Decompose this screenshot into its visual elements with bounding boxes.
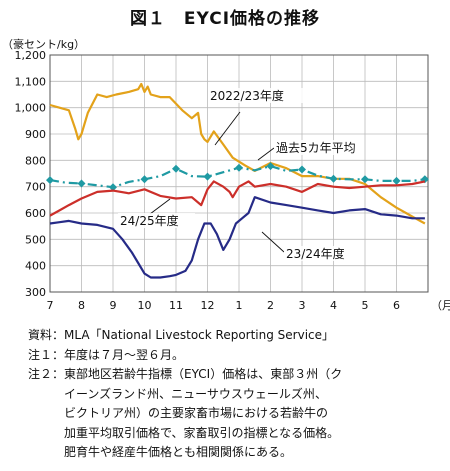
y-tick-label: 1,000 (15, 102, 47, 115)
note-source: 資料： MLA「National Livestock Reporting Ser… (28, 326, 448, 346)
series-marker (329, 174, 338, 183)
series-marker (361, 175, 369, 184)
annotation-label: 過去5カ年平均 (276, 141, 356, 155)
note-text: 年度は７月～翌６月。 (64, 347, 185, 362)
y-tick-label: 1,100 (15, 75, 47, 88)
series-line (49, 180, 426, 217)
x-axis-unit: （月） (431, 299, 450, 312)
series-marker (235, 163, 243, 172)
series-marker (203, 172, 212, 181)
note-label: 注２： (28, 367, 65, 381)
note-2: 注２： 東部地区若齢牛指標（EYCI）価格は、東部３州（ク イーンズランド州、ニ… (28, 365, 448, 463)
x-tick-label: 3 (299, 299, 306, 312)
x-tick-label: 4 (330, 299, 337, 312)
annotation-label: 23/24年度 (286, 246, 345, 261)
annotation-bg (284, 246, 361, 261)
x-tick-label: 12 (201, 299, 215, 312)
x-tick-label: 7 (47, 299, 54, 312)
x-tick-label: 6 (393, 299, 400, 312)
x-tick-label: 2 (267, 299, 274, 312)
y-tick-label: 500 (25, 233, 46, 246)
x-tick-label: 11 (169, 299, 183, 312)
series-marker (266, 162, 275, 171)
series-marker (77, 179, 86, 188)
series-marker (392, 176, 401, 185)
note-1: 注１： 年度は７月～翌６月。 (28, 346, 448, 366)
series-marker (46, 176, 54, 185)
plot-frame (49, 54, 429, 293)
series-line (49, 196, 425, 279)
annotation-bg (118, 213, 195, 228)
x-tick-label: 8 (78, 299, 85, 312)
y-tick-label: 1,200 (15, 49, 47, 62)
y-tick-label: 400 (25, 260, 46, 273)
x-tick-label: 10 (138, 299, 152, 312)
annotation-leader (149, 198, 171, 215)
y-tick-label: 900 (25, 128, 46, 141)
y-tick-label: 300 (25, 286, 46, 299)
series-marker (109, 183, 117, 192)
annotation-leader (214, 111, 241, 146)
annotation-leader (261, 231, 285, 253)
series-marker (298, 165, 306, 174)
line-chart: 300 400 500 600 700 800 900 1,000 1,100 1,200 7 8 9 1… (15, 49, 450, 312)
annotation-label: 2022/23年度 (210, 88, 284, 103)
series-marker (172, 164, 180, 173)
y-axis-unit: （豪セント/kg） (2, 38, 86, 51)
x-tick-label: 5 (362, 299, 369, 312)
x-tick-label: 9 (110, 299, 117, 312)
annotation-label: 24/25年度 (120, 213, 179, 228)
note-text: MLA「National Livestock Reporting Service… (64, 328, 335, 342)
note-label: 資料： (28, 328, 65, 342)
y-tick-label: 800 (25, 154, 46, 167)
note-text: 東部地区若齢牛指標（EYCI）価格は、東部３州（ク イーンズランド州、ニューサウ… (64, 367, 343, 459)
notes: 資料： MLA「National Livestock Reporting Ser… (28, 326, 448, 463)
series-line (49, 82, 426, 225)
x-tick-label: 1 (236, 299, 243, 312)
chart-title: 図１ EYCI価格の推移 (129, 9, 321, 29)
y-tick-label: 700 (25, 181, 46, 194)
series-marker (140, 175, 149, 184)
annotation-bg (208, 88, 307, 103)
note-label: 注１： (28, 347, 65, 362)
y-tick-label: 600 (25, 207, 46, 220)
annotation-bg (274, 140, 351, 155)
annotation-leader (257, 147, 275, 161)
